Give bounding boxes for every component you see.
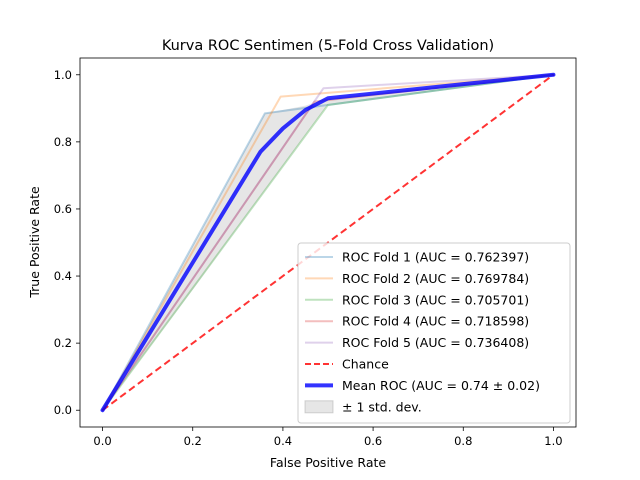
- roc-fold-2-line: [101, 73, 555, 412]
- legend-swatch-std-band: [304, 400, 334, 414]
- y-tick-label: 0.2: [54, 336, 72, 350]
- y-tick-label: 0.6: [54, 202, 72, 216]
- y-tick-label: 0.4: [54, 269, 72, 283]
- x-tick-label: 1.0: [544, 434, 562, 448]
- legend: ROC Fold 1 (AUC = 0.762397) ROC Fold 2 (A…: [297, 242, 571, 424]
- legend-box: [297, 242, 571, 424]
- legend-label-6: Chance: [342, 357, 389, 372]
- roc-fold-3-line: [101, 73, 555, 412]
- legend-label-2: ROC Fold 2 (AUC = 0.769784): [342, 271, 529, 286]
- x-tick-label: 0.2: [184, 434, 202, 448]
- axes-frame: [79, 57, 577, 428]
- y-tick-label: 1.0: [54, 68, 72, 82]
- x-axis-label: False Positive Rate: [270, 455, 386, 470]
- chart-title: Kurva ROC Sentimen (5-Fold Cross Validat…: [162, 38, 494, 54]
- legend-label-1: ROC Fold 1 (AUC = 0.762397): [342, 250, 529, 265]
- legend-label-5: ROC Fold 5 (AUC = 0.736408): [342, 335, 529, 350]
- legend-label-4: ROC Fold 4 (AUC = 0.718598): [342, 314, 529, 329]
- x-tick-label: 0.4: [274, 434, 292, 448]
- legend-label-3: ROC Fold 3 (AUC = 0.705701): [342, 292, 529, 307]
- roc-fold-1-line: [101, 73, 555, 412]
- x-tick-label: 0.8: [454, 434, 472, 448]
- x-tick-label: 0.6: [364, 434, 382, 448]
- y-tick-label: 0.8: [54, 135, 72, 149]
- axes: 0.0 0.2 0.4 0.6 0.8 1.0 0.0 0.2 0.4 0.6 0.8 1.0: [54, 57, 577, 448]
- legend-label-7: Mean ROC (AUC = 0.74 ± 0.02): [342, 378, 540, 393]
- x-tick-label: 0.0: [93, 434, 111, 448]
- y-tick-label: 0.0: [54, 403, 72, 417]
- mean-roc-line: [100, 72, 556, 413]
- roc-fold-5-line: [101, 73, 555, 412]
- legend-label-8: ± 1 std. dev.: [342, 399, 422, 414]
- y-axis-label: True Positive Rate: [27, 186, 42, 299]
